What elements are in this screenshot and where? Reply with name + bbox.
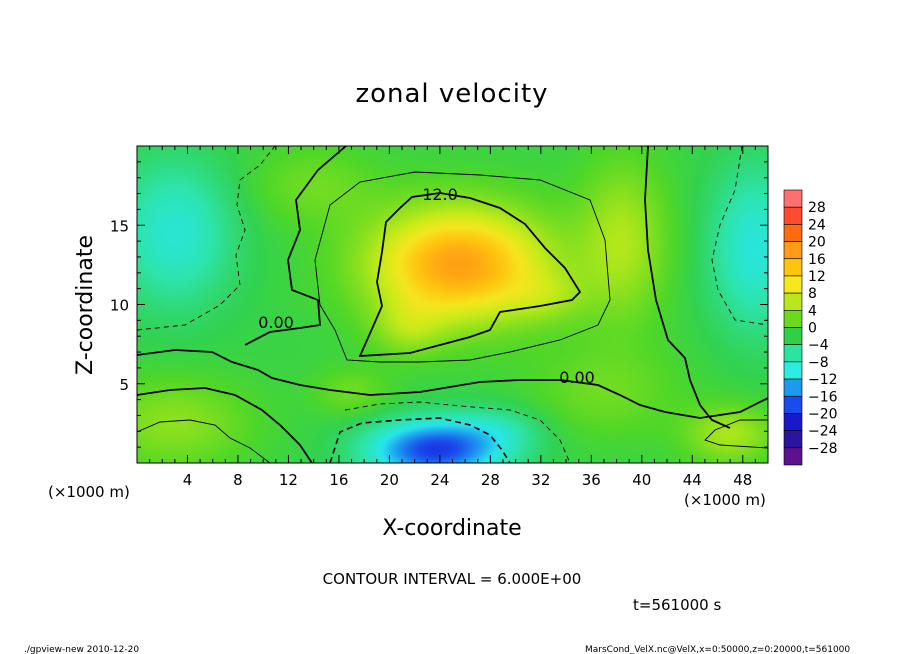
contour-0-right: [644, 146, 731, 429]
footer-right: MarsCond_VelX.nc@VelX,x=0:50000,z=0:2000…: [585, 645, 850, 654]
x-tick-label: 4: [183, 471, 193, 489]
colorbar-label: −28: [808, 441, 838, 457]
contour-lines: [137, 146, 768, 463]
colorbar-swatch: [783, 430, 803, 449]
x-tick-label: 44: [683, 471, 702, 489]
colorbar-swatch: [783, 241, 803, 260]
footer-left: ./gpview-new 2010-12-20: [24, 645, 139, 654]
colorbar-label: 16: [808, 252, 826, 268]
velocity-heatmap: [137, 146, 768, 463]
contour-label-12: 12.0: [422, 185, 458, 204]
colorbar-label: −24: [808, 424, 838, 440]
contour-0-left: [137, 349, 768, 419]
x-tick-label: 48: [733, 471, 752, 489]
colorbar-label: −16: [808, 389, 838, 405]
colorbar-swatch: [783, 292, 803, 311]
x-tick-label: 16: [329, 471, 348, 489]
contour-12: [358, 192, 582, 357]
colorbar-label: 28: [808, 200, 826, 216]
contour-0-mid: [244, 146, 347, 346]
contour-6-lowleft: [137, 419, 271, 463]
contour-label-0-left: 0.00: [258, 313, 294, 332]
colorbar-label: −4: [808, 338, 829, 354]
colorbar-swatch: [783, 206, 803, 225]
x-axis-label: X-coordinate: [382, 516, 521, 541]
y-tick-label: 15: [110, 217, 129, 235]
x-tick-label: 40: [632, 471, 651, 489]
colorbar-label: 0: [808, 321, 817, 337]
colorbar-label: 8: [808, 286, 817, 302]
colorbar-swatch: [783, 327, 803, 345]
colorbar-swatch: [783, 275, 803, 294]
colorbar-label: 12: [808, 269, 826, 285]
x-tick-label: 36: [582, 471, 601, 489]
colorbar-swatch: [783, 413, 803, 431]
contour-label-group: 12.0 0.00 0.00: [258, 185, 595, 387]
x-tick-label: 24: [430, 471, 449, 489]
colorbar-swatch: [783, 361, 803, 380]
colorbar-label: 20: [808, 235, 826, 251]
x-tick-label: 28: [481, 471, 500, 489]
colorbar-swatch: [783, 189, 803, 208]
colorbar-label: 24: [808, 217, 826, 233]
contour-0-bottom: [137, 387, 313, 463]
contour-label-0-right: 0.00: [559, 368, 595, 387]
colorbar-label: −20: [808, 406, 838, 422]
x-tick-label: 12: [279, 471, 298, 489]
colorbar-label: −12: [808, 372, 838, 388]
colorbar-swatch: [783, 224, 803, 242]
contour-neg6-right: [711, 146, 768, 326]
colorbar-label: −8: [808, 355, 829, 371]
x-unit-right: (×1000 m): [684, 491, 766, 509]
y-tick-label: 5: [119, 376, 129, 394]
colorbar-swatch: [783, 395, 803, 414]
colorbar-swatch: [783, 344, 803, 363]
contour-neg6-bottom: [329, 417, 511, 463]
x-tick-label: 20: [380, 471, 399, 489]
colorbar-swatch: [783, 378, 803, 397]
colorbar-swatch: [783, 258, 803, 277]
contour-interval-text: CONTOUR INTERVAL = 6.000E+00: [323, 570, 582, 588]
plot-area: 12.0 0.00 0.00: [136, 145, 769, 464]
y-axis-label: Z-coordinate: [73, 235, 98, 375]
x-tick-label: 32: [531, 471, 550, 489]
contour-6-lowright: [704, 419, 768, 449]
contour-neg6-left: [137, 146, 276, 331]
chart-title: zonal velocity: [355, 79, 548, 109]
colorbar-swatch: [783, 310, 803, 328]
colorbar-swatch: [783, 447, 803, 466]
y-axis: 5 10 15: [110, 161, 768, 448]
colorbar-label: 4: [808, 303, 817, 319]
y-tick-label: 10: [110, 297, 129, 315]
x-axis: 4 8 12 16 20 24 28 32 36 40 44 48: [149, 146, 756, 489]
contour-6: [314, 171, 611, 363]
time-text: t=561000 s: [633, 596, 721, 614]
x-unit-left: (×1000 m): [48, 483, 130, 501]
x-tick-label: 8: [233, 471, 243, 489]
